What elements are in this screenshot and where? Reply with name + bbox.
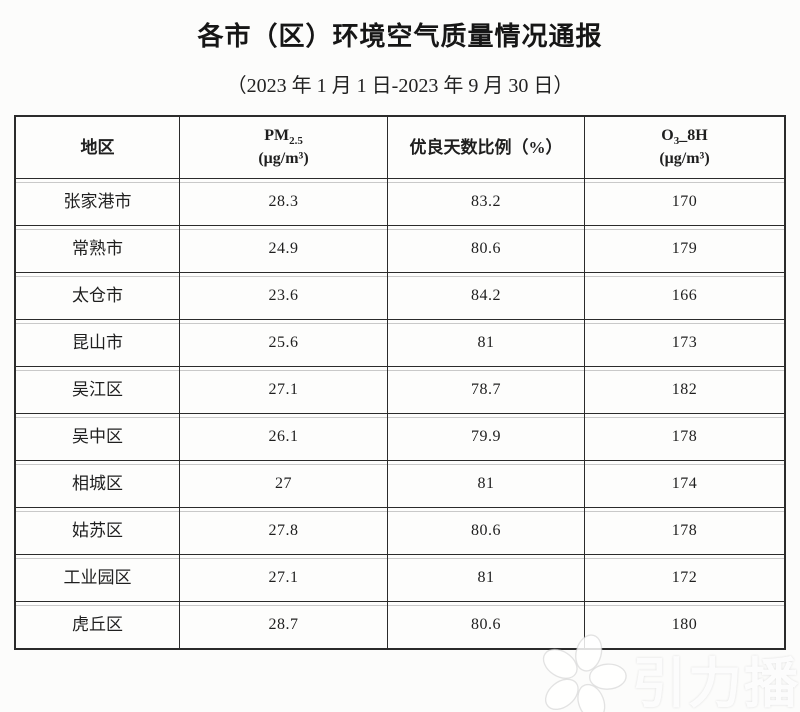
table-row: 太仓市 23.6 84.2 166 xyxy=(16,272,784,319)
table-row: 吴江区 27.1 78.7 182 xyxy=(16,366,784,413)
cell-o3: 182 xyxy=(584,367,784,413)
cell-o3: 179 xyxy=(584,226,784,272)
cell-o3: 178 xyxy=(584,508,784,554)
table-row: 姑苏区 27.8 80.6 178 xyxy=(16,507,784,554)
cell-pm25: 27.8 xyxy=(179,508,387,554)
cell-region: 虎丘区 xyxy=(72,615,123,635)
cell-good-days: 80.6 xyxy=(387,508,584,554)
cell-good-days: 84.2 xyxy=(387,273,584,319)
cell-region: 张家港市 xyxy=(63,192,132,212)
cell-region: 相城区 xyxy=(72,474,123,494)
cell-pm25: 26.1 xyxy=(179,414,387,460)
cell-pm25: 27 xyxy=(179,461,387,507)
cell-region: 工业园区 xyxy=(63,568,132,588)
cell-good-days: 81 xyxy=(387,320,584,366)
cell-good-days: 81 xyxy=(387,555,584,601)
pm25-unit: (μg/m³) xyxy=(258,149,309,167)
o3-unit: (μg/m³) xyxy=(659,149,710,167)
table-header-row: 地区 PM2.5 (μg/m³) 优良天数比例（%） O3_8H (μg/m³) xyxy=(16,117,784,178)
cell-region: 姑苏区 xyxy=(72,521,123,541)
cell-good-days: 80.6 xyxy=(387,226,584,272)
cell-good-days: 78.7 xyxy=(387,367,584,413)
cell-o3: 170 xyxy=(584,179,784,225)
table-row: 虎丘区 28.7 80.6 180 xyxy=(16,601,784,648)
o3-label: O3_8H xyxy=(661,127,708,148)
cell-pm25: 27.1 xyxy=(179,555,387,601)
cell-o3: 178 xyxy=(584,414,784,460)
page-subtitle: （2023 年 1 月 1 日-2023 年 9 月 30 日） xyxy=(226,75,574,97)
table-row: 吴中区 26.1 79.9 178 xyxy=(16,413,784,460)
cell-region: 吴中区 xyxy=(72,427,123,447)
cell-region: 常熟市 xyxy=(72,239,123,259)
cell-good-days: 83.2 xyxy=(387,179,584,225)
table-row: 常熟市 24.9 80.6 179 xyxy=(16,225,784,272)
col-header-pm25: PM2.5 (μg/m³) xyxy=(179,117,387,178)
col-header-good-days: 优良天数比例（%） xyxy=(387,117,584,178)
col-header-region: 地区 xyxy=(80,137,115,157)
cell-o3: 174 xyxy=(584,461,784,507)
pm25-label: PM2.5 xyxy=(264,127,303,148)
table-row: 张家港市 28.3 83.2 170 xyxy=(16,178,784,225)
cell-pm25: 28.3 xyxy=(179,179,387,225)
cell-o3: 166 xyxy=(584,273,784,319)
cell-good-days: 79.9 xyxy=(387,414,584,460)
cell-pm25: 24.9 xyxy=(179,226,387,272)
cell-region: 太仓市 xyxy=(72,286,123,306)
cell-o3: 172 xyxy=(584,555,784,601)
cell-pm25: 28.7 xyxy=(179,602,387,648)
cell-o3: 180 xyxy=(584,602,784,648)
cell-good-days: 81 xyxy=(387,461,584,507)
table-row: 相城区 27 81 174 xyxy=(16,460,784,507)
cell-good-days: 80.6 xyxy=(387,602,584,648)
cell-region: 昆山市 xyxy=(72,333,123,353)
cell-pm25: 25.6 xyxy=(179,320,387,366)
table-row: 工业园区 27.1 81 172 xyxy=(16,554,784,601)
col-header-o3: O3_8H (μg/m³) xyxy=(584,117,784,178)
cell-region: 吴江区 xyxy=(72,380,123,400)
cell-pm25: 27.1 xyxy=(179,367,387,413)
cell-pm25: 23.6 xyxy=(179,273,387,319)
cell-o3: 173 xyxy=(584,320,784,366)
page-title: 各市（区）环境空气质量情况通报 xyxy=(197,22,603,51)
air-quality-table: 地区 PM2.5 (μg/m³) 优良天数比例（%） O3_8H (μg/m³)… xyxy=(14,115,786,650)
table-row: 昆山市 25.6 81 173 xyxy=(16,319,784,366)
